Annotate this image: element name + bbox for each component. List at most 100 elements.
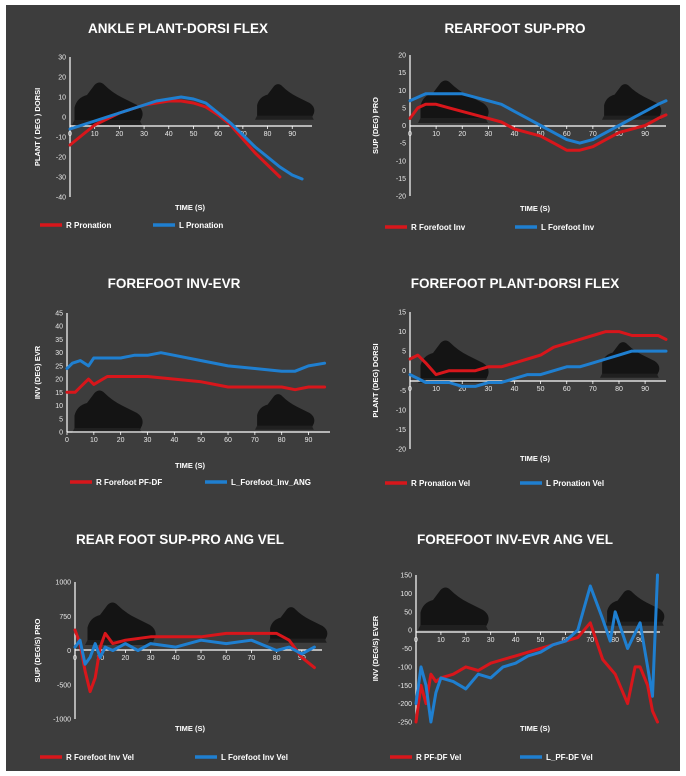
x-tick-label: 80 <box>278 437 286 444</box>
shoe-body <box>420 587 489 628</box>
y-tick-label: 10 <box>398 88 406 95</box>
y-tick-label: 0 <box>62 115 66 122</box>
x-tick-label: 20 <box>122 655 130 662</box>
y-tick-label: 45 <box>55 311 63 318</box>
series-line-left <box>408 349 668 388</box>
x-tick-label: 40 <box>172 655 180 662</box>
y-tick-label: -5 <box>400 388 406 395</box>
y-tick-label: 20 <box>55 377 63 384</box>
x-tick-label: 10 <box>91 131 99 138</box>
legend-label: R Forefoot PF-DF <box>96 478 162 487</box>
y-axis-label: INV (DEG) EVR <box>33 345 42 399</box>
legend: R Forefoot PF-DF L_Forefoot_Inv_ANG <box>70 478 311 487</box>
shoe-icon-right <box>268 607 328 643</box>
y-tick-label: 30 <box>55 350 63 357</box>
x-tick-label: 60 <box>224 437 232 444</box>
shoe-body <box>257 84 315 118</box>
shoe-body <box>74 390 143 431</box>
y-tick-label: -15 <box>396 427 406 434</box>
chart-title: REAR FOOT SUP-PRO ANG VEL <box>76 532 284 547</box>
x-tick-label: 20 <box>462 637 470 644</box>
x-tick-label: 80 <box>273 655 281 662</box>
y-tick-label: -15 <box>396 176 406 183</box>
x-tick-label: 90 <box>288 131 296 138</box>
y-tick-label: -200 <box>398 701 412 708</box>
y-axis-label: SUP (DEG) PRO <box>371 97 380 154</box>
x-axis-label: TIME (S) <box>175 461 205 470</box>
shoe-body <box>420 340 489 381</box>
legend-label: L_Forefoot_Inv_ANG <box>231 478 311 487</box>
y-tick-label: -10 <box>396 158 406 165</box>
shoe-sole <box>418 118 488 123</box>
y-axis-label: INV (DEG/S) EVER <box>371 615 380 681</box>
y-axis-label: PLANT ( DEG ) DORSI <box>33 88 42 166</box>
x-tick-label: 80 <box>264 131 272 138</box>
y-tick-label: -20 <box>396 194 406 201</box>
y-tick-label: 5 <box>59 416 63 423</box>
series-line-right <box>414 621 659 724</box>
series-line-right <box>408 102 668 152</box>
y-tick-label: 25 <box>55 363 63 370</box>
x-tick-label: 90 <box>641 131 649 138</box>
x-tick-label: 30 <box>484 131 492 138</box>
x-tick-label: 40 <box>511 386 519 393</box>
x-tick-label: 0 <box>65 437 69 444</box>
x-tick-label: 90 <box>641 386 649 393</box>
series-line-right <box>65 375 327 394</box>
chart-title: REARFOOT SUP-PRO <box>444 21 585 36</box>
x-tick-label: 50 <box>537 637 545 644</box>
y-tick-label: 150 <box>400 573 412 580</box>
shoe-sole <box>418 625 488 630</box>
x-tick-label: 50 <box>197 437 205 444</box>
x-tick-label: 60 <box>214 131 222 138</box>
x-tick-label: 50 <box>190 131 198 138</box>
series-line-left <box>408 92 668 145</box>
y-tick-label: 35 <box>55 337 63 344</box>
legend: R Pronation Vel L Pronation Vel <box>385 479 604 488</box>
x-tick-label: 20 <box>458 131 466 138</box>
x-tick-label: 30 <box>144 437 152 444</box>
legend-label: R Pronation <box>66 221 111 230</box>
shoe-body <box>420 80 489 121</box>
y-tick-label: 0 <box>67 648 71 655</box>
shoe-sole <box>255 425 314 430</box>
legend-label: R Pronation Vel <box>411 479 470 488</box>
shoe-icon-left <box>72 390 143 433</box>
x-tick-label: 10 <box>437 637 445 644</box>
x-tick-label: 80 <box>615 386 623 393</box>
y-tick-label: 0 <box>408 628 412 635</box>
shoe-icon-right <box>602 84 662 120</box>
shoe-body <box>270 607 328 641</box>
x-tick-label: 70 <box>248 655 256 662</box>
y-tick-label: 20 <box>398 53 406 60</box>
shoe-icon-right <box>255 394 315 430</box>
x-tick-label: 20 <box>117 437 125 444</box>
x-tick-label: 30 <box>140 131 148 138</box>
shoe-body <box>604 84 662 118</box>
y-tick-label: -100 <box>398 664 412 671</box>
x-axis-label: TIME (S) <box>175 724 205 733</box>
y-tick-label: -150 <box>398 683 412 690</box>
y-tick-label: 0 <box>59 430 63 437</box>
x-tick-label: 60 <box>222 655 230 662</box>
y-tick-label: 10 <box>398 329 406 336</box>
x-tick-label: 0 <box>68 131 72 138</box>
chart-title: FOREFOOT INV-EVR ANG VEL <box>417 532 613 547</box>
y-tick-label: 15 <box>398 70 406 77</box>
x-tick-label: 90 <box>636 637 644 644</box>
x-tick-label: 40 <box>165 131 173 138</box>
legend: R Forefoot Inv Vel L Forefoot Inv Vel <box>40 753 288 762</box>
series-line-right <box>68 99 282 179</box>
y-tick-label: 10 <box>58 95 66 102</box>
series-line-left <box>414 573 659 724</box>
chart-title: FOREFOOT INV-EVR <box>108 276 241 291</box>
x-tick-label: 40 <box>512 637 520 644</box>
x-tick-label: 60 <box>563 386 571 393</box>
x-tick-label: 10 <box>90 437 98 444</box>
